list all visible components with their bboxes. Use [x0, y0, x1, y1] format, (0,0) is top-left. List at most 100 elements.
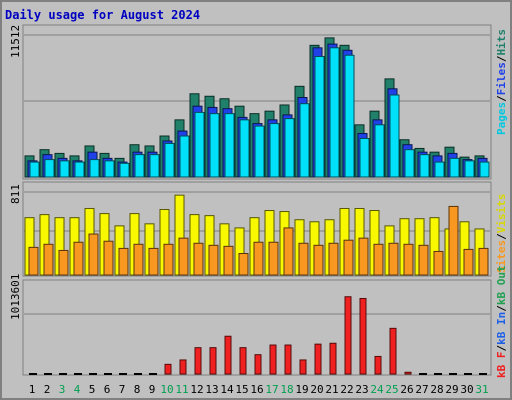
x-tick-label: 4 [74, 383, 81, 396]
bar-pages-day-23 [359, 137, 370, 178]
bar-pages-day-11 [179, 135, 190, 178]
bar-pages-day-24 [374, 124, 385, 178]
x-tick-label: 10 [160, 383, 173, 396]
x-tick-label: 11 [175, 383, 188, 396]
bar-pages-day-25 [389, 94, 400, 178]
bar-kb-f-day-26 [404, 371, 412, 375]
bar-kb-f-day-22 [344, 296, 352, 375]
bar-sites-day-6 [103, 240, 114, 276]
bar-sites-day-26 [403, 243, 414, 276]
bar-kb-f-day-18 [284, 344, 292, 375]
bar-kb-f-day-10 [164, 363, 172, 375]
bar-kb-f-day-20 [314, 343, 322, 375]
x-tick-label: 30 [460, 383, 473, 396]
bar-kb-f-day-12 [194, 347, 202, 375]
bar-kb-f-day-23 [359, 297, 367, 375]
bar-kb-f-day-4 [74, 373, 82, 375]
bar-sites-day-23 [358, 237, 369, 276]
bar-sites-day-30 [463, 248, 474, 276]
bar-kb-f-day-29 [449, 373, 457, 375]
x-tick-label: 8 [134, 383, 141, 396]
bar-pages-day-26 [404, 149, 415, 178]
x-tick-label: 17 [265, 383, 278, 396]
bar-sites-day-27 [418, 244, 429, 276]
panel-bottom-bars [24, 296, 490, 375]
bar-sites-day-11 [178, 237, 189, 276]
bar-pages-day-27 [419, 154, 430, 178]
x-tick-label: 26 [400, 383, 413, 396]
bar-pages-day-8 [134, 154, 145, 178]
bar-sites-day-12 [193, 242, 204, 276]
bar-sites-day-5 [88, 233, 99, 276]
bar-kb-f-day-31 [479, 373, 487, 375]
bar-sites-day-9 [148, 247, 159, 276]
bar-kb-f-day-16 [254, 354, 262, 375]
legend-item-files: Files [495, 62, 508, 95]
bar-pages-day-21 [329, 47, 340, 178]
bar-sites-day-18 [283, 227, 294, 276]
bar-sites-day-14 [223, 245, 234, 276]
bar-pages-day-22 [344, 54, 355, 178]
bar-pages-day-5 [89, 159, 100, 178]
bar-kb-f-day-14 [224, 335, 232, 375]
x-tick-label: 24 [370, 383, 384, 396]
bar-kb-f-day-28 [434, 373, 442, 375]
bar-pages-day-10 [164, 142, 175, 178]
bar-kb-f-day-25 [389, 327, 397, 375]
legend-item-sites: Sites [495, 240, 508, 273]
bar-sites-day-20 [313, 244, 324, 276]
x-tick-label: 9 [149, 383, 156, 396]
bar-pages-day-31 [479, 161, 490, 178]
legend-separator: / [495, 233, 508, 240]
bar-kb-f-day-2 [44, 373, 52, 375]
x-tick-label: 20 [310, 383, 323, 396]
x-tick-label: 18 [280, 383, 293, 396]
bar-pages-day-20 [314, 56, 325, 178]
x-tick-label: 23 [355, 383, 368, 396]
bar-pages-day-3 [59, 160, 70, 178]
bar-pages-day-2 [44, 159, 55, 178]
bar-sites-day-4 [73, 241, 84, 276]
bar-sites-day-24 [373, 243, 384, 276]
bar-sites-day-2 [43, 243, 54, 276]
bar-kb-f-day-13 [209, 347, 217, 375]
ymax-label-bottom: 1013601 [9, 274, 22, 320]
bar-pages-day-4 [74, 161, 85, 178]
bar-sites-day-25 [388, 242, 399, 276]
x-tick-label: 19 [295, 383, 308, 396]
bar-pages-day-29 [449, 157, 460, 178]
bar-pages-day-14 [224, 113, 235, 178]
bar-pages-day-16 [254, 125, 265, 178]
x-tick-label: 21 [325, 383, 338, 396]
bar-sites-day-13 [208, 244, 219, 276]
bar-sites-day-19 [298, 242, 309, 276]
legend-item-pages: Pages [495, 102, 508, 135]
bar-kb-f-day-8 [134, 373, 142, 375]
legend-top: Pages/Files/Hits [495, 29, 508, 135]
bar-pages-day-6 [104, 160, 115, 178]
bar-kb-f-day-1 [29, 373, 37, 375]
x-tick-label: 25 [385, 383, 398, 396]
bar-kb-f-day-30 [464, 373, 472, 375]
x-tick-label: 29 [445, 383, 458, 396]
bar-kb-f-day-11 [179, 359, 187, 375]
legend-item-kb-out: kB Out [495, 265, 508, 305]
x-tick-label: 27 [415, 383, 428, 396]
x-tick-label: 14 [220, 383, 234, 396]
bar-sites-day-8 [133, 243, 144, 276]
bar-sites-day-16 [253, 241, 264, 276]
bar-sites-day-15 [238, 253, 249, 276]
bar-pages-day-1 [29, 161, 40, 178]
x-tick-label: 3 [59, 383, 66, 396]
bar-kb-f-day-15 [239, 347, 247, 375]
bar-kb-f-day-24 [374, 355, 382, 375]
bar-kb-f-day-27 [419, 373, 427, 375]
panel-top-bars [24, 34, 490, 178]
legend-bottom: kB F/kB In/kB Out [495, 265, 508, 378]
bar-pages-day-9 [149, 154, 160, 178]
bar-kb-f-day-5 [89, 373, 97, 375]
legend-item-kb-f: kB F [495, 352, 508, 379]
bar-pages-day-15 [239, 119, 250, 178]
legend-separator: / [495, 55, 508, 62]
